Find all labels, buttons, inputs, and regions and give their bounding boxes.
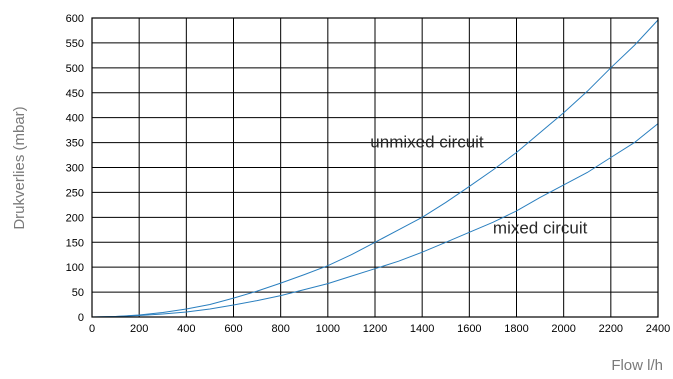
y-tick-label-2: 100 [66, 262, 84, 274]
x-tick-label-12: 2400 [646, 323, 670, 335]
y-tick-label-10: 500 [66, 63, 84, 75]
series-label-unmixed-circuit: unmixed circuit [370, 133, 484, 152]
y-tick-label-7: 350 [66, 138, 84, 150]
x-tick-label-4: 800 [271, 323, 289, 335]
x-tick-label-0: 0 [89, 323, 95, 335]
grid-lines [91, 17, 659, 318]
x-axis-label: Flow l/h [611, 357, 663, 374]
y-tick-label-5: 250 [66, 187, 84, 199]
x-tick-labels: 0 200 400 600 800 1000 1200 1400 1600 1800 2000 220… [89, 323, 670, 335]
series-line-mixed-circuit [91, 123, 659, 318]
y-tick-label-8: 400 [66, 113, 84, 125]
y-tick-label-9: 450 [66, 88, 84, 100]
x-tick-label-2: 400 [177, 323, 195, 335]
y-tick-label-1: 50 [72, 287, 84, 299]
y-tick-label-11: 550 [66, 38, 84, 50]
x-tick-label-5: 1000 [316, 323, 340, 335]
x-tick-label-11: 2200 [599, 323, 623, 335]
y-tick-label-0: 0 [78, 312, 84, 324]
series-annotations: unmixed circuit mixed circuit [370, 133, 587, 238]
y-tick-label-6: 300 [66, 163, 84, 175]
series-line-unmixed-circuit [91, 19, 659, 318]
series-layer [91, 19, 659, 318]
series-label-mixed-circuit: mixed circuit [493, 218, 588, 237]
y-axis-label: Drukverlies (mbar) [11, 106, 28, 229]
x-tick-label-8: 1600 [457, 323, 481, 335]
x-tick-label-9: 1800 [504, 323, 528, 335]
x-tick-label-1: 200 [130, 323, 148, 335]
plot-frame [91, 17, 659, 318]
y-tick-label-3: 150 [66, 237, 84, 249]
x-tick-label-3: 600 [224, 323, 242, 335]
y-tick-label-4: 200 [66, 212, 84, 224]
x-tick-label-10: 2000 [551, 323, 575, 335]
x-tick-label-7: 1400 [410, 323, 434, 335]
y-tick-labels: 0 50 100 150 200 250 300 350 400 450 500 550 600 [66, 13, 84, 324]
x-tick-label-6: 1200 [363, 323, 387, 335]
y-tick-label-12: 600 [66, 13, 84, 25]
